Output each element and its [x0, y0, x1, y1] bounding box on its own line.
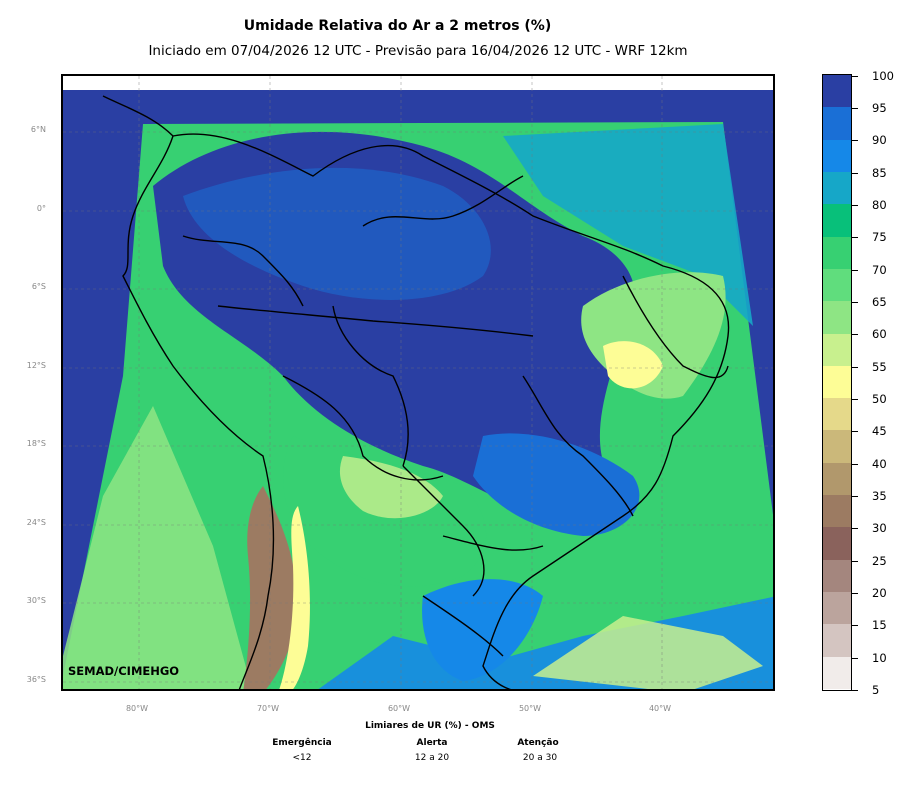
colorbar-segment — [823, 430, 851, 464]
colorbar-segment — [823, 236, 851, 270]
south-region-area — [422, 579, 543, 681]
lon-label: 50°W — [518, 704, 542, 713]
colorbar-tick — [852, 75, 858, 77]
colorbar-tick-label: 90 — [872, 133, 887, 148]
colorbar — [822, 74, 852, 691]
colorbar-tick-label: 35 — [872, 488, 887, 503]
colorbar-segment — [823, 559, 851, 593]
colorbar-segment — [823, 139, 851, 173]
oms-alert-value: 12 a 20 — [414, 753, 450, 763]
lon-label: 80°W — [125, 704, 149, 713]
colorbar-tick-label: 100 — [872, 68, 894, 83]
lat-label: 6°S — [31, 282, 46, 291]
colorbar-tick — [852, 269, 858, 271]
colorbar-tick — [852, 107, 858, 109]
borders — [102, 95, 730, 689]
ocean-east-teal — [503, 124, 753, 326]
colorbar-tick-label: 50 — [872, 391, 887, 406]
lat-label: 24°S — [26, 518, 46, 527]
lat-label: 0° — [36, 204, 46, 213]
lat-label: 30°S — [26, 596, 46, 605]
colorbar-segment — [823, 592, 851, 625]
colorbar-tick-label: 15 — [872, 618, 887, 633]
chart-subtitle: Iniciado em 07/04/2026 12 UTC - Previsão… — [148, 43, 688, 59]
graticule — [63, 76, 773, 689]
andes-dry-band — [243, 486, 299, 689]
pantanal-light-area — [339, 456, 443, 519]
colorbar-tick — [852, 301, 858, 303]
colorbar-tick-label: 80 — [872, 197, 887, 212]
colorbar-tick — [852, 690, 858, 691]
map-panel — [61, 74, 775, 691]
colorbar-segment — [823, 656, 851, 690]
colorbar-tick — [852, 592, 858, 594]
colorbar-segment — [823, 268, 851, 302]
chart-title: Umidade Relativa do Ar a 2 metros (%) — [243, 18, 552, 34]
colorbar-segment — [823, 398, 851, 431]
lat-label: 6°N — [30, 125, 46, 134]
colorbar-tick-label: 95 — [872, 100, 887, 115]
colorbar-segment — [823, 301, 851, 335]
colorbar-tick — [852, 463, 858, 465]
oms-legend-title: Limiares de UR (%) - OMS — [365, 721, 495, 731]
colorbar-tick-label: 10 — [872, 650, 887, 665]
colorbar-tick-label: 40 — [872, 456, 887, 471]
colorbar-segment — [823, 107, 851, 141]
colorbar-segment — [823, 204, 851, 238]
colorbar-tick-label: 55 — [872, 359, 887, 374]
colorbar-tick — [852, 366, 858, 368]
amazon-humid-mid — [183, 167, 491, 300]
colorbar-tick — [852, 431, 858, 433]
ocean-field-light — [63, 406, 252, 689]
colorbar-segment — [823, 495, 851, 528]
colorbar-tick-label: 25 — [872, 553, 887, 568]
oms-attention-label: Atenção — [517, 738, 559, 748]
colorbar-tick-label: 75 — [872, 230, 887, 245]
lon-label: 60°W — [387, 704, 411, 713]
colorbar-tick — [852, 560, 858, 562]
oms-attention-value: 20 a 30 — [522, 753, 558, 763]
colorbar-tick-label: 70 — [872, 262, 887, 277]
colorbar-segment — [823, 462, 851, 496]
colorbar-tick-label: 45 — [872, 424, 887, 439]
lon-label: 40°W — [648, 704, 672, 713]
humidity-map — [63, 76, 773, 689]
colorbar-tick-label: 5 — [872, 683, 880, 697]
colorbar-segment — [823, 624, 851, 658]
oms-emergency-label: Emergência — [272, 738, 332, 748]
colorbar-tick-label: 85 — [872, 165, 887, 180]
colorbar-tick — [852, 398, 858, 400]
southeast-humid-area — [473, 433, 640, 536]
colorbar-segment — [823, 527, 851, 561]
colorbar-segment — [823, 75, 851, 108]
credit-label: SEMAD/CIMEHGO — [68, 664, 180, 678]
oms-emergency-value: <12 — [292, 753, 312, 763]
lat-label: 18°S — [26, 439, 46, 448]
colorbar-tick-label: 20 — [872, 585, 887, 600]
colorbar-tick — [852, 625, 858, 627]
ocean-south-light — [533, 616, 763, 689]
lat-label: 36°S — [26, 675, 46, 684]
colorbar-tick — [852, 528, 858, 530]
colorbar-segment — [823, 171, 851, 205]
colorbar-tick — [852, 172, 858, 174]
northeast-driest — [603, 341, 663, 389]
lat-label: 12°S — [26, 361, 46, 370]
colorbar-segment — [823, 365, 851, 399]
colorbar-tick — [852, 140, 858, 142]
oms-alert-label: Alerta — [416, 738, 448, 748]
colorbar-tick — [852, 495, 858, 497]
colorbar-tick-label: 30 — [872, 521, 887, 536]
colorbar-tick-label: 60 — [872, 327, 887, 342]
andes-yellow-edge — [279, 506, 310, 689]
colorbar-tick — [852, 657, 858, 659]
colorbar-tick — [852, 334, 858, 336]
lon-label: 70°W — [256, 704, 280, 713]
colorbar-tick — [852, 237, 858, 239]
colorbar-segment — [823, 333, 851, 367]
colorbar-tick-label: 65 — [872, 294, 887, 309]
colorbar-tick — [852, 204, 858, 206]
